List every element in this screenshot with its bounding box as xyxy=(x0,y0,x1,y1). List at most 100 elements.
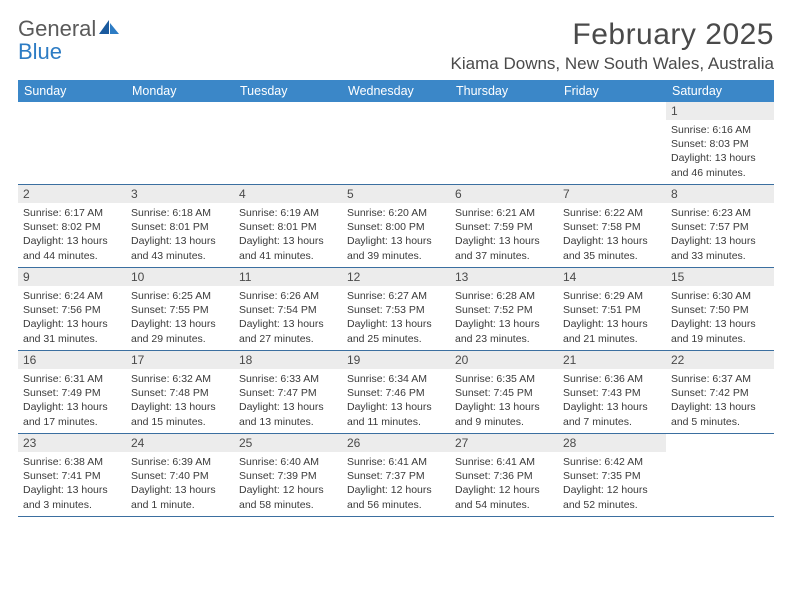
sunrise-line: Sunrise: 6:31 AM xyxy=(23,372,121,386)
day-details: Sunrise: 6:16 AMSunset: 8:03 PMDaylight:… xyxy=(666,120,774,184)
day-number: 15 xyxy=(666,268,774,286)
sunset-line: Sunset: 7:41 PM xyxy=(23,469,121,483)
daylight-line-1: Daylight: 13 hours xyxy=(455,317,553,331)
sunrise-line: Sunrise: 6:22 AM xyxy=(563,206,661,220)
day-details: Sunrise: 6:39 AMSunset: 7:40 PMDaylight:… xyxy=(126,452,234,516)
sunset-line: Sunset: 7:51 PM xyxy=(563,303,661,317)
daylight-line-1: Daylight: 12 hours xyxy=(347,483,445,497)
daylight-line-2: and 15 minutes. xyxy=(131,415,229,429)
day-cell: 6Sunrise: 6:21 AMSunset: 7:59 PMDaylight… xyxy=(450,185,558,267)
day-cell: 19Sunrise: 6:34 AMSunset: 7:46 PMDayligh… xyxy=(342,351,450,433)
day-number: 28 xyxy=(558,434,666,452)
daylight-line-2: and 54 minutes. xyxy=(455,498,553,512)
day-cell: 9Sunrise: 6:24 AMSunset: 7:56 PMDaylight… xyxy=(18,268,126,350)
daylight-line-2: and 5 minutes. xyxy=(671,415,769,429)
daylight-line-1: Daylight: 12 hours xyxy=(239,483,337,497)
daylight-line-1: Daylight: 13 hours xyxy=(563,317,661,331)
day-details: Sunrise: 6:26 AMSunset: 7:54 PMDaylight:… xyxy=(234,286,342,350)
sunset-line: Sunset: 7:57 PM xyxy=(671,220,769,234)
day-cell: 5Sunrise: 6:20 AMSunset: 8:00 PMDaylight… xyxy=(342,185,450,267)
day-details: Sunrise: 6:19 AMSunset: 8:01 PMDaylight:… xyxy=(234,203,342,267)
day-cell: 1Sunrise: 6:16 AMSunset: 8:03 PMDaylight… xyxy=(666,102,774,184)
daylight-line-1: Daylight: 13 hours xyxy=(671,400,769,414)
daylight-line-2: and 31 minutes. xyxy=(23,332,121,346)
sunset-line: Sunset: 7:46 PM xyxy=(347,386,445,400)
daylight-line-2: and 37 minutes. xyxy=(455,249,553,263)
day-cell xyxy=(666,434,774,516)
day-details: Sunrise: 6:31 AMSunset: 7:49 PMDaylight:… xyxy=(18,369,126,433)
day-number: 12 xyxy=(342,268,450,286)
daylight-line-1: Daylight: 13 hours xyxy=(23,483,121,497)
sunrise-line: Sunrise: 6:17 AM xyxy=(23,206,121,220)
sunset-line: Sunset: 7:39 PM xyxy=(239,469,337,483)
day-number: 23 xyxy=(18,434,126,452)
sunrise-line: Sunrise: 6:27 AM xyxy=(347,289,445,303)
day-cell xyxy=(558,102,666,184)
day-number: 10 xyxy=(126,268,234,286)
day-number: 18 xyxy=(234,351,342,369)
daylight-line-1: Daylight: 13 hours xyxy=(239,317,337,331)
daylight-line-2: and 56 minutes. xyxy=(347,498,445,512)
day-number: 9 xyxy=(18,268,126,286)
weeks-grid: 1Sunrise: 6:16 AMSunset: 8:03 PMDaylight… xyxy=(18,102,774,517)
daylight-line-1: Daylight: 13 hours xyxy=(671,151,769,165)
day-cell: 22Sunrise: 6:37 AMSunset: 7:42 PMDayligh… xyxy=(666,351,774,433)
week-row: 23Sunrise: 6:38 AMSunset: 7:41 PMDayligh… xyxy=(18,434,774,517)
daylight-line-2: and 19 minutes. xyxy=(671,332,769,346)
sunrise-line: Sunrise: 6:35 AM xyxy=(455,372,553,386)
sunset-line: Sunset: 7:54 PM xyxy=(239,303,337,317)
day-number: 13 xyxy=(450,268,558,286)
sunset-line: Sunset: 8:00 PM xyxy=(347,220,445,234)
daylight-line-1: Daylight: 13 hours xyxy=(23,317,121,331)
daylight-line-1: Daylight: 13 hours xyxy=(455,234,553,248)
weekday-row: SundayMondayTuesdayWednesdayThursdayFrid… xyxy=(18,80,774,102)
day-details: Sunrise: 6:41 AMSunset: 7:37 PMDaylight:… xyxy=(342,452,450,516)
week-row: 9Sunrise: 6:24 AMSunset: 7:56 PMDaylight… xyxy=(18,268,774,351)
day-details: Sunrise: 6:25 AMSunset: 7:55 PMDaylight:… xyxy=(126,286,234,350)
sunrise-line: Sunrise: 6:34 AM xyxy=(347,372,445,386)
sunset-line: Sunset: 7:58 PM xyxy=(563,220,661,234)
daylight-line-2: and 41 minutes. xyxy=(239,249,337,263)
daylight-line-2: and 44 minutes. xyxy=(23,249,121,263)
daylight-line-2: and 58 minutes. xyxy=(239,498,337,512)
weekday-cell: Thursday xyxy=(450,80,558,102)
sunset-line: Sunset: 8:02 PM xyxy=(23,220,121,234)
week-row: 2Sunrise: 6:17 AMSunset: 8:02 PMDaylight… xyxy=(18,185,774,268)
day-cell: 12Sunrise: 6:27 AMSunset: 7:53 PMDayligh… xyxy=(342,268,450,350)
day-cell: 27Sunrise: 6:41 AMSunset: 7:36 PMDayligh… xyxy=(450,434,558,516)
sunset-line: Sunset: 7:55 PM xyxy=(131,303,229,317)
daylight-line-2: and 7 minutes. xyxy=(563,415,661,429)
sunrise-line: Sunrise: 6:37 AM xyxy=(671,372,769,386)
daylight-line-1: Daylight: 13 hours xyxy=(455,400,553,414)
daylight-line-1: Daylight: 13 hours xyxy=(131,483,229,497)
day-details: Sunrise: 6:41 AMSunset: 7:36 PMDaylight:… xyxy=(450,452,558,516)
title-block: February 2025 Kiama Downs, New South Wal… xyxy=(451,18,774,74)
daylight-line-2: and 27 minutes. xyxy=(239,332,337,346)
day-number: 17 xyxy=(126,351,234,369)
sunrise-line: Sunrise: 6:28 AM xyxy=(455,289,553,303)
daylight-line-2: and 1 minute. xyxy=(131,498,229,512)
day-cell: 11Sunrise: 6:26 AMSunset: 7:54 PMDayligh… xyxy=(234,268,342,350)
day-cell xyxy=(450,102,558,184)
day-details: Sunrise: 6:40 AMSunset: 7:39 PMDaylight:… xyxy=(234,452,342,516)
day-number: 3 xyxy=(126,185,234,203)
daylight-line-2: and 29 minutes. xyxy=(131,332,229,346)
day-number: 22 xyxy=(666,351,774,369)
daylight-line-2: and 25 minutes. xyxy=(347,332,445,346)
day-details: Sunrise: 6:20 AMSunset: 8:00 PMDaylight:… xyxy=(342,203,450,267)
day-number: 11 xyxy=(234,268,342,286)
daylight-line-2: and 35 minutes. xyxy=(563,249,661,263)
daylight-line-2: and 21 minutes. xyxy=(563,332,661,346)
sunrise-line: Sunrise: 6:20 AM xyxy=(347,206,445,220)
day-details: Sunrise: 6:28 AMSunset: 7:52 PMDaylight:… xyxy=(450,286,558,350)
sunrise-line: Sunrise: 6:19 AM xyxy=(239,206,337,220)
day-details: Sunrise: 6:24 AMSunset: 7:56 PMDaylight:… xyxy=(18,286,126,350)
sunset-line: Sunset: 7:50 PM xyxy=(671,303,769,317)
sunset-line: Sunset: 7:35 PM xyxy=(563,469,661,483)
sunrise-line: Sunrise: 6:24 AM xyxy=(23,289,121,303)
day-details: Sunrise: 6:34 AMSunset: 7:46 PMDaylight:… xyxy=(342,369,450,433)
day-cell xyxy=(234,102,342,184)
sunrise-line: Sunrise: 6:26 AM xyxy=(239,289,337,303)
day-cell: 25Sunrise: 6:40 AMSunset: 7:39 PMDayligh… xyxy=(234,434,342,516)
day-number: 4 xyxy=(234,185,342,203)
